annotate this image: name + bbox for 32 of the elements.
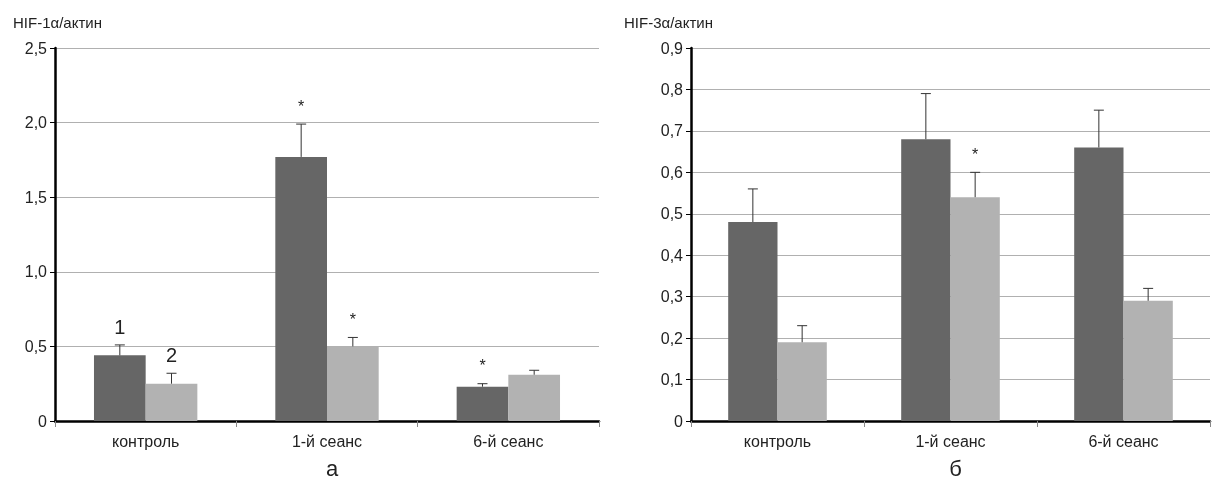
y-axis-title: HIF-3α/актин [624,14,713,31]
data-label: * [972,145,979,163]
y-axis-title: HIF-1α/актин [13,14,102,31]
y-tick-label: 2,5 [24,39,48,57]
series-label: 2 [165,344,178,367]
y-tick-label: 0,7 [660,122,684,140]
y-tick-label: 0,2 [660,329,684,347]
y-tick-label: 0,1 [660,371,684,389]
x-tick-label: 1-й сеанс [291,432,363,450]
y-tick-label: 1,0 [24,263,48,281]
y-tick-label: 0,3 [660,288,684,306]
x-tick-label: контроль [743,432,812,450]
y-tick-label: 0,8 [660,80,684,98]
data-label: * [479,357,486,375]
data-label: * [349,310,356,328]
series-label: 1 [114,315,126,338]
data-label: * [298,97,305,115]
y-tick-label: 0,5 [24,337,48,355]
y-tick-label: 0,9 [660,39,684,57]
x-tick-label: 6-й сеанс [473,432,544,450]
x-axis-title: а [325,455,339,481]
x-axis-title: б [949,455,962,481]
y-tick-label: 1,5 [24,188,48,206]
x-tick-label: 6-й сеанс [1088,432,1159,450]
y-tick-label: 0 [674,412,684,430]
x-tick-label: 1-й сеанс [915,432,986,450]
y-tick-label: 0,4 [660,246,684,264]
y-tick-label: 0,6 [660,163,684,181]
y-tick-label: 2,0 [24,114,48,132]
y-tick-label: 0 [38,412,48,430]
x-tick-label: контроль [111,432,180,450]
y-tick-label: 0,5 [660,205,684,223]
